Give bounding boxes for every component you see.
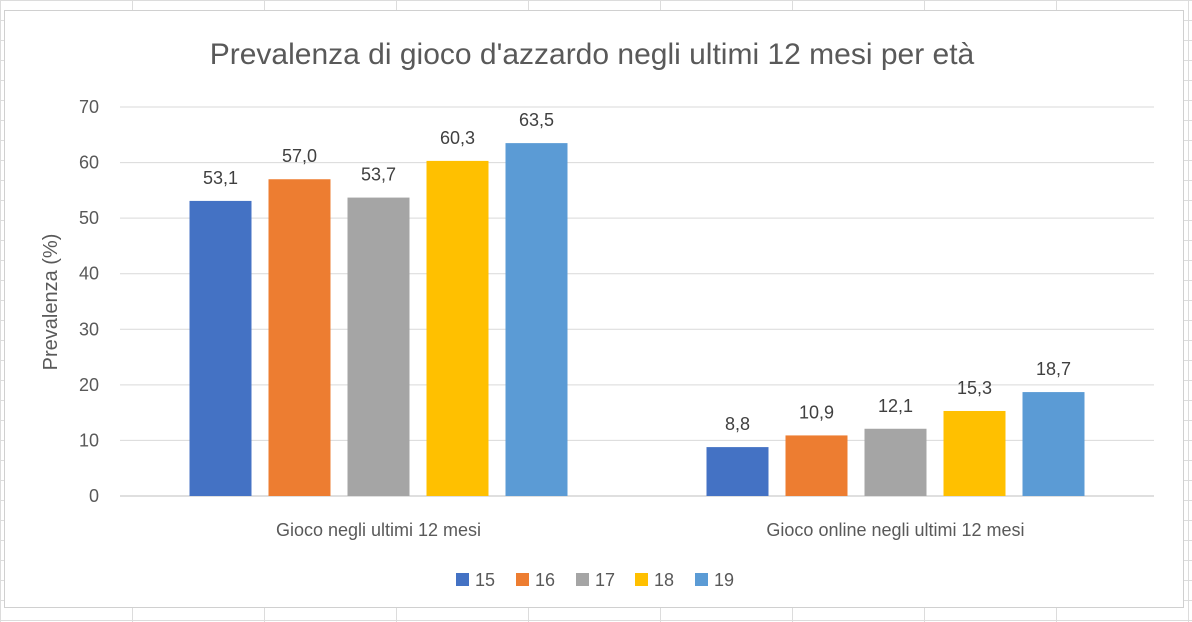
data-label: 60,3 (440, 128, 475, 148)
y-axis-label: Prevalenza (%) (40, 234, 62, 371)
y-tick-label: 70 (79, 97, 99, 117)
y-tick-label: 10 (79, 430, 99, 450)
bar-15-gioco[interactable] (189, 200, 252, 496)
bar-16-gioco[interactable] (268, 179, 331, 496)
bar-16-gioco-online[interactable] (785, 435, 848, 496)
x-axis-categories: Gioco negli ultimi 12 mesi Gioco online n… (276, 520, 1025, 540)
legend-swatch-15 (456, 573, 469, 586)
legend-swatch-17 (576, 573, 589, 586)
data-label: 18,7 (1036, 359, 1071, 379)
y-tick-label: 50 (79, 208, 99, 228)
data-label: 8,8 (725, 414, 750, 434)
data-label: 10,9 (799, 402, 834, 422)
legend-label-18[interactable]: 18 (654, 570, 674, 590)
legend-label-17[interactable]: 17 (595, 570, 615, 590)
data-label: 15,3 (957, 378, 992, 398)
legend-swatch-18 (635, 573, 648, 586)
x-category-label: Gioco online negli ultimi 12 mesi (766, 520, 1024, 540)
legend-label-16[interactable]: 16 (535, 570, 555, 590)
y-tick-label: 30 (79, 319, 99, 339)
bar-19-gioco[interactable] (505, 143, 568, 496)
bar-18-gioco[interactable] (426, 160, 489, 496)
y-axis-ticks: 0 10 20 30 40 50 60 70 (79, 97, 99, 506)
x-category-label: Gioco negli ultimi 12 mesi (276, 520, 481, 540)
y-tick-label: 0 (89, 486, 99, 506)
data-label: 53,1 (203, 168, 238, 188)
y-tick-label: 60 (79, 153, 99, 173)
bar-15-gioco-online[interactable] (706, 447, 769, 496)
legend: 15 16 17 18 19 (456, 570, 734, 590)
legend-label-15[interactable]: 15 (475, 570, 495, 590)
bar-19-gioco-online[interactable] (1022, 392, 1085, 496)
legend-swatch-16 (516, 573, 529, 586)
chart-title: Prevalenza di gioco d'azzardo negli ulti… (210, 38, 975, 71)
data-label: 63,5 (519, 110, 554, 130)
y-tick-label: 40 (79, 264, 99, 284)
legend-swatch-19 (695, 573, 708, 586)
bar-17-gioco-online[interactable] (864, 428, 927, 496)
data-label: 57,0 (282, 146, 317, 166)
bar-17-gioco[interactable] (347, 197, 410, 496)
y-tick-label: 20 (79, 375, 99, 395)
bars (189, 143, 1085, 496)
data-labels: 53,1 57,0 53,7 60,3 63,5 8,8 10,9 12,1 15,3 18,7 (203, 110, 1071, 434)
data-label: 12,1 (878, 396, 913, 416)
bar-18-gioco-online[interactable] (943, 410, 1006, 496)
data-label: 53,7 (361, 165, 396, 185)
legend-label-19[interactable]: 19 (714, 570, 734, 590)
